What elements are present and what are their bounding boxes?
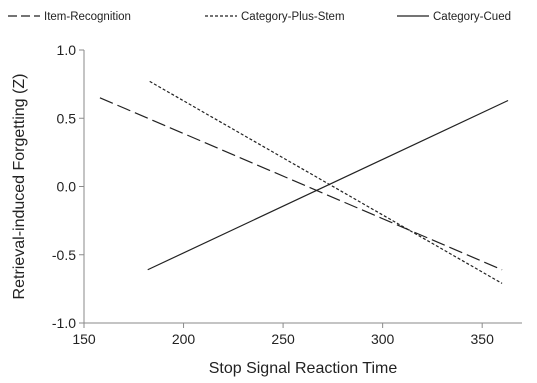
y-tick-label: 1.0 [57, 42, 77, 58]
legend-label: Category-Plus-Stem [241, 11, 345, 23]
y-tick-label: -1.0 [52, 315, 76, 331]
x-tick-label: 150 [72, 331, 96, 347]
x-tick-label: 200 [172, 331, 196, 347]
y-tick-label: 0.5 [57, 110, 77, 126]
series-layer [99, 80, 509, 284]
x-axis-title: Stop Signal Reaction Time [209, 360, 398, 377]
series-line-category-cued [147, 99, 509, 271]
y-tick-label: 0.0 [57, 179, 77, 195]
series-line-item-recognition [99, 97, 503, 271]
y-tick-label: -0.5 [52, 247, 76, 263]
x-tick-label: 250 [271, 331, 295, 347]
legend-label: Item-Recognition [44, 11, 131, 23]
y-axis-title: Retrieval-induced Forgetting (Z) [11, 74, 28, 300]
x-tick-label: 300 [371, 331, 395, 347]
axes: 150 200 250 300 350 -1.0 -0.5 0.0 0.5 1.0 [52, 42, 522, 347]
series-line-category-plus-stem [149, 80, 503, 284]
x-tick-label: 350 [471, 331, 495, 347]
legend: Item-Recognition Category-Plus-Stem Catego… [8, 11, 511, 23]
legend-label: Category-Cued [433, 11, 511, 23]
